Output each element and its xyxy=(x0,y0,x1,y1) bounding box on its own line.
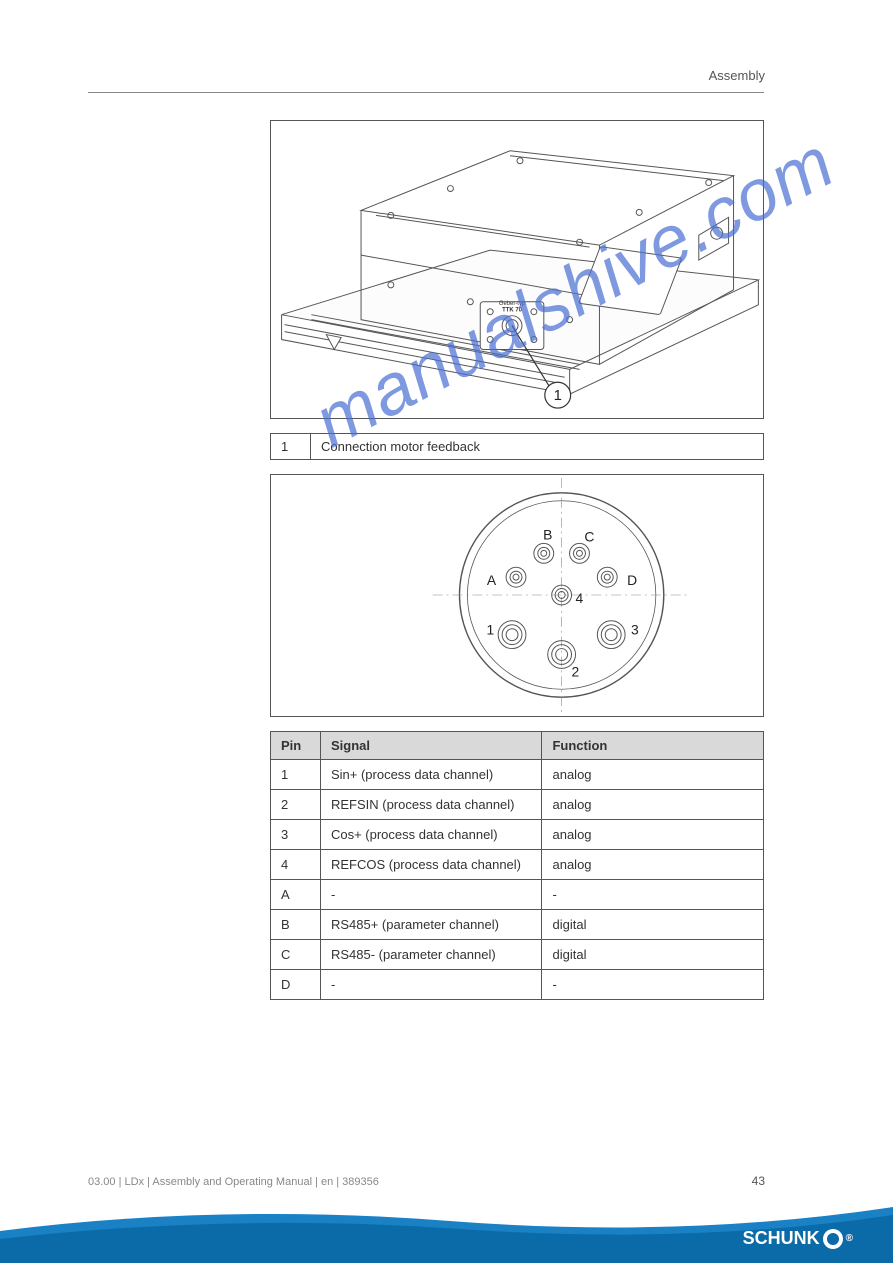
table-row: CRS485- (parameter channel)digital xyxy=(271,940,764,970)
page-number: 43 xyxy=(752,1174,765,1188)
col-header-pin: Pin xyxy=(271,732,321,760)
running-head: Assembly xyxy=(709,68,765,83)
table-row: D-- xyxy=(271,970,764,1000)
svg-text:1: 1 xyxy=(486,622,494,638)
pin-assignment-table: Pin Signal Function 1Sin+ (process data … xyxy=(270,731,764,1000)
figure-connector-pinout: A B C D 1 2 3 4 xyxy=(270,474,764,717)
legend-text: Connection motor feedback xyxy=(311,434,763,459)
logo-text: SCHUNK xyxy=(743,1228,820,1249)
col-header-function: Function xyxy=(542,732,764,760)
table-row: A-- xyxy=(271,880,764,910)
svg-text:C: C xyxy=(584,528,594,544)
svg-text:Geber-typ: Geber-typ xyxy=(499,301,526,307)
logo-registered-icon: ® xyxy=(846,1233,853,1244)
svg-text:TTK 70: TTK 70 xyxy=(502,308,522,314)
header-rule xyxy=(88,92,764,93)
document-id: 03.00 | LDx | Assembly and Operating Man… xyxy=(88,1176,379,1188)
svg-text:A: A xyxy=(487,572,497,588)
logo-o-icon xyxy=(823,1229,843,1249)
figure-legend: 1 Connection motor feedback xyxy=(270,433,764,460)
connector-diagram-svg: Geber-typ TTK 70 1 xyxy=(271,121,763,418)
svg-text:B: B xyxy=(543,526,552,542)
table-row: 2REFSIN (process data channel)analog xyxy=(271,790,764,820)
table-row: 4REFCOS (process data channel)analog xyxy=(271,850,764,880)
svg-text:4: 4 xyxy=(576,590,584,606)
pinout-svg: A B C D 1 2 3 4 xyxy=(271,475,763,716)
svg-text:2: 2 xyxy=(572,663,580,679)
table-header-row: Pin Signal Function xyxy=(271,732,764,760)
table-body: 1Sin+ (process data channel)analog 2REFS… xyxy=(271,760,764,1000)
svg-text:D: D xyxy=(627,572,637,588)
col-header-signal: Signal xyxy=(320,732,542,760)
table-row: BRS485+ (parameter channel)digital xyxy=(271,910,764,940)
callout-1-label: 1 xyxy=(554,388,562,404)
figure-connector-location: Geber-typ TTK 70 1 manualshive.com xyxy=(270,120,764,419)
legend-number: 1 xyxy=(271,434,311,459)
table-row: 1Sin+ (process data channel)analog xyxy=(271,760,764,790)
main-content: Geber-typ TTK 70 1 manualshive.com 1 xyxy=(270,120,764,1000)
brand-logo: SCHUNK ® xyxy=(743,1228,853,1249)
svg-text:3: 3 xyxy=(631,622,639,638)
table-row: 3Cos+ (process data channel)analog xyxy=(271,820,764,850)
